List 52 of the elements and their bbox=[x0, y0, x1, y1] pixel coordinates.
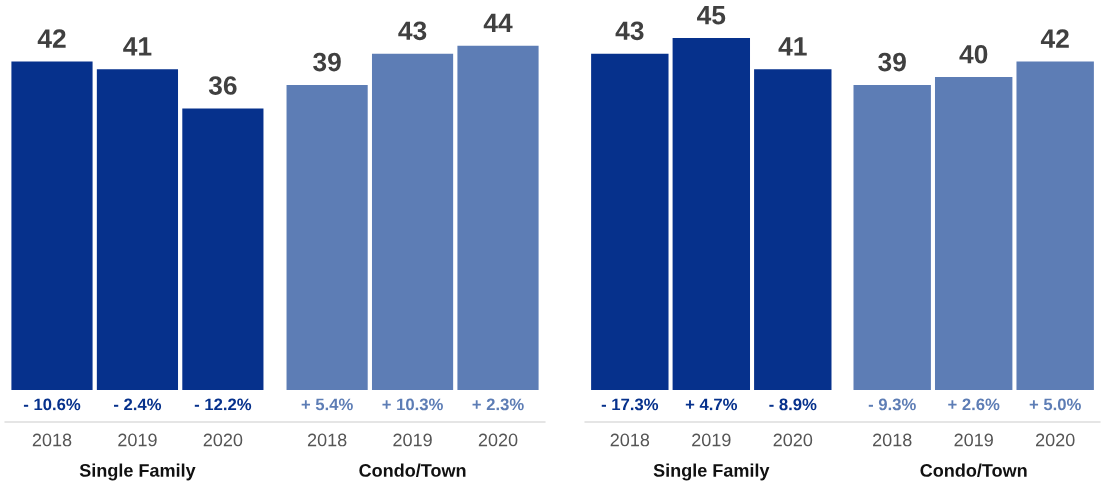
text: Single Family bbox=[653, 463, 770, 481]
data-label: 45 bbox=[697, 6, 726, 25]
bar bbox=[286, 84, 368, 390]
text: - 12.2% bbox=[194, 398, 252, 411]
data-label: 44 bbox=[483, 13, 513, 33]
bar bbox=[96, 69, 179, 390]
data-label: 39 bbox=[313, 52, 341, 72]
text: + 5.0% bbox=[1029, 398, 1081, 411]
x-tick-label: 2018 bbox=[307, 433, 347, 447]
bar bbox=[853, 84, 931, 390]
text: + 2.3% bbox=[472, 398, 524, 411]
x-tick-label: 2019 bbox=[393, 433, 432, 447]
data-label: 40 bbox=[959, 44, 988, 64]
bar bbox=[11, 61, 93, 390]
data-label: 39 bbox=[878, 52, 906, 72]
text: Single Family bbox=[79, 463, 196, 481]
bar bbox=[457, 45, 539, 390]
text: - 8.9% bbox=[769, 398, 817, 411]
bar bbox=[591, 53, 669, 390]
bar bbox=[754, 69, 832, 390]
x-tick-label: 2018 bbox=[873, 433, 912, 447]
x-tick-label: 2020 bbox=[478, 433, 518, 447]
x-tick-label: 2019 bbox=[118, 433, 157, 447]
text: - 17.3% bbox=[601, 398, 659, 411]
x-tick-label: 2018 bbox=[32, 433, 72, 447]
data-label: 42 bbox=[1040, 29, 1069, 48]
data-label: 43 bbox=[615, 21, 644, 41]
bar bbox=[1016, 61, 1094, 390]
data-label: 41 bbox=[778, 37, 807, 56]
bar bbox=[672, 38, 751, 390]
x-tick-label: 2020 bbox=[773, 433, 813, 447]
x-tick-label: 2020 bbox=[1036, 433, 1075, 447]
text: - 10.6% bbox=[23, 398, 81, 411]
text: Condo/Town bbox=[920, 463, 1027, 478]
x-tick-label: 2020 bbox=[203, 433, 243, 447]
text: + 2.6% bbox=[948, 398, 1000, 411]
text: + 4.7% bbox=[685, 398, 738, 411]
text: - 9.3% bbox=[868, 398, 916, 411]
bar bbox=[371, 53, 454, 390]
bar bbox=[182, 108, 264, 390]
x-tick-label: 2018 bbox=[610, 433, 650, 447]
text: + 5.4% bbox=[301, 398, 353, 411]
data-label: 43 bbox=[398, 21, 427, 41]
x-tick-label: 2019 bbox=[954, 433, 993, 447]
text: - 2.4% bbox=[114, 398, 162, 411]
data-label: 41 bbox=[123, 37, 152, 56]
data-label: 42 bbox=[37, 29, 66, 48]
data-label: 36 bbox=[208, 76, 237, 95]
text: Condo/Town bbox=[359, 463, 466, 478]
bar bbox=[934, 77, 1013, 390]
x-tick-label: 2019 bbox=[692, 433, 731, 447]
text: + 10.3% bbox=[382, 398, 443, 411]
